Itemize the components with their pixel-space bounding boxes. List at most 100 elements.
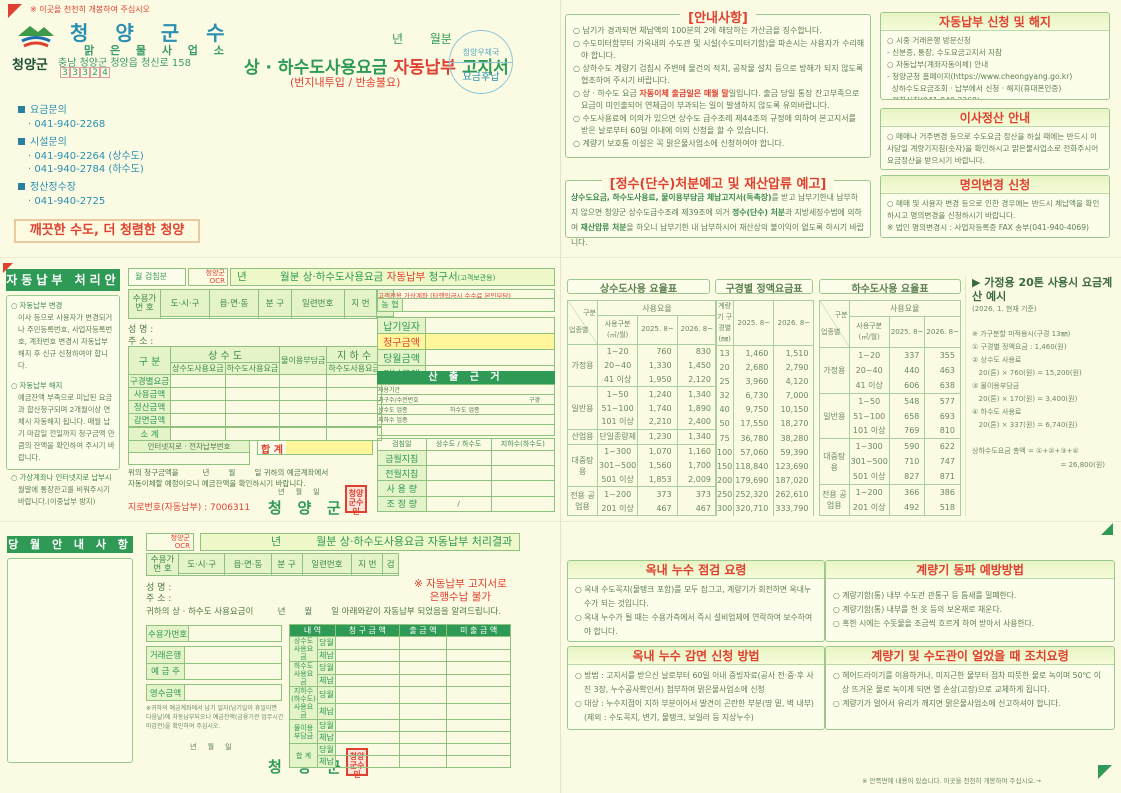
result-field-group: 거래은행 예 금 주 [146,646,282,680]
ocr-mark: 청양군 OCR [188,268,228,286]
year-header: 2025. 8~ [637,315,678,345]
rate-value: 4,120 [773,374,815,389]
rate-value: 760 [637,343,678,359]
amount-cell [170,427,226,441]
info-box: 자동납부 신청 및 해지 ○ 시중 거래은행 방문신청 - 신분증, 통장, 수도요… [880,12,1110,100]
rate-row: 51~100 658 693 [820,408,961,424]
tip-box: 계량기 및 수도관이 얼었을 때 조치요령 ○ 헤어드라이기를 이용하거나, 미지… [825,646,1115,730]
reading-value [490,480,556,497]
sewer-rate-table: 구분 업종별 사용요율 사용구분 (㎥/월) 2025. 8~ 2026. 8~ 가정용 1~… [819,299,962,517]
guide-title: [안내사항] [680,11,756,26]
result-row: 상수도 사용요금 당월 [289,636,511,662]
account-cell [351,573,384,576]
caliber-size: 75 [714,431,735,446]
reading-value [490,449,556,467]
name-label: 성 명 : [146,583,172,593]
rate-value: 333,790 [773,501,815,516]
field-value [184,646,282,664]
result-note: ※귀하의 예금계좌에서 납기 일자(납기일이 휴일이면 다음날)에 자동납부되오… [146,705,284,730]
year-header: 2026. 8~ [676,315,718,345]
rate-value: 1,070 [637,443,678,459]
result-row: 물이용 부담금 당월 [289,719,511,744]
result-row: 하수도 사용요금 당월 [289,661,511,687]
account-cell [160,315,210,320]
rate-value: 320,710 [733,501,775,516]
rate-value: 440 [888,362,926,378]
address-label: 주 소 : [128,337,154,347]
monthly-notice-box [7,558,133,763]
result-sub: 체납 [317,648,336,662]
use-range: 101 이상 [596,414,639,430]
account-column-header: 검 [382,552,399,575]
rate-value: 366 [888,484,926,501]
rate-value: 1,950 [637,372,678,388]
tip-box: 옥내 누수 점검 요령 ○ 옥내 수도꼭지(물탱크 포함)를 모두 잠그고, 계량… [567,560,825,642]
rate-value: 590 [888,438,926,455]
account-column-header: 일련번호 [290,289,345,317]
bill-title: 년 월분 상·하수도사용요금 자동납부 청구서(고객보관용) [230,268,555,286]
reading-value [425,480,492,497]
account-cell [177,573,226,576]
result-field-group: 수용가번호 [145,625,282,642]
rate-value: 518 [924,500,961,517]
rate-value: 1,230 [637,428,678,445]
corner-arrow-icon [8,4,22,18]
water-header: 상 수 도 [170,346,281,363]
result-sub: 체납 [317,673,336,687]
field-label: 납기일자 [377,317,426,334]
reading-value [490,465,556,482]
use-range: 301~500 [848,454,890,470]
guide-item: ○ 수도사용료에 이의가 있으면 상수도 급수조례 제44조의 규정에 의하여 … [571,113,865,138]
amount-cell [398,686,448,704]
amount-cell [446,648,511,662]
rate-value: 57,060 [733,445,775,460]
e-payment-number: 인터넷지로 · 전자납부번호 [128,440,250,465]
rate-value: 1,740 [637,401,678,415]
use-range: 1~200 [596,486,639,502]
info-box-title: 명의변경 신청 [881,176,1109,194]
rate-value: 830 [676,343,718,359]
rate-value: 2,210 [637,414,678,430]
field-value [425,333,555,350]
copy-label: (고객보관용) [457,274,496,282]
ground-business-label: 지하수 업종 [378,415,554,425]
result-row: 지하수(하수도) 사용요금 당월 [289,686,511,720]
open-notice: ※ 이곳을 천천히 개봉하여 주십시오 [30,5,150,14]
contact-group: 시설문의 · 041-940-2264 (상수도) · 041-940-2784 (… [18,136,198,176]
water-rate-title: 상수도사용 요율표 [567,279,710,295]
info-line: - 신분증, 통장, 수도요금고지서 지참 [887,48,1003,57]
amount-cell [279,413,328,427]
tip-box: 옥내 누수 감면 신청 방법 ○ 방법 : 고지서를 받으신 날로부터 60일 이… [567,646,825,730]
amount-cell [170,387,226,401]
item-title: ○ 자동납부 해지 [11,381,63,390]
rate-row: 20~40 440 463 [820,362,961,378]
amount-cell [446,743,511,756]
rate-value: 262,610 [773,487,815,502]
charge-row: 사용금액 [127,387,382,401]
use-range: 1~50 [848,392,890,409]
result-sub: 당월 [317,661,336,675]
account-cell [301,573,353,576]
tip-title: 옥내 누수 감면 신청 방법 [568,647,824,665]
caliber-row: 50 17,550 18,270 [714,416,815,431]
guide-box: [안내사항] ○ 납기가 경과되면 체납액의 100분의 2에 해당하는 가산금… [565,11,871,158]
issue-date: 년 월 일 [190,743,232,751]
org-title: 청 양 군 수 [70,21,235,45]
bank-payment-warning: ※ 자동납부 고지서로 은행수납 불가 [414,578,507,604]
phone-number: · 041-940-2268 [28,119,106,130]
e-payment-label: 인터넷지로 · 전자납부번호 [129,441,249,453]
rate-value: 373 [676,486,718,502]
row-label: 감면금액 [127,413,172,427]
virtual-account-label: 고객전용 가상계좌 (타행입금시 수수료 본인부담) [377,289,555,299]
rate-value: 59,390 [773,445,815,460]
warning-text: 재산압류 처분 [580,223,627,232]
rate-value: 548 [888,392,926,409]
amount-cell [279,374,328,388]
rate-value: 1,460 [733,345,775,361]
rate-row: 전용 공업용 1~200 373 373 [567,486,718,516]
ocr-label: OCR [174,542,190,550]
amount-cell [335,686,400,704]
rate-row: 41 이상 1,950 2,120 [568,372,718,388]
account-value [402,299,554,311]
rate-row: 20~40 1,330 1,450 [568,358,718,373]
